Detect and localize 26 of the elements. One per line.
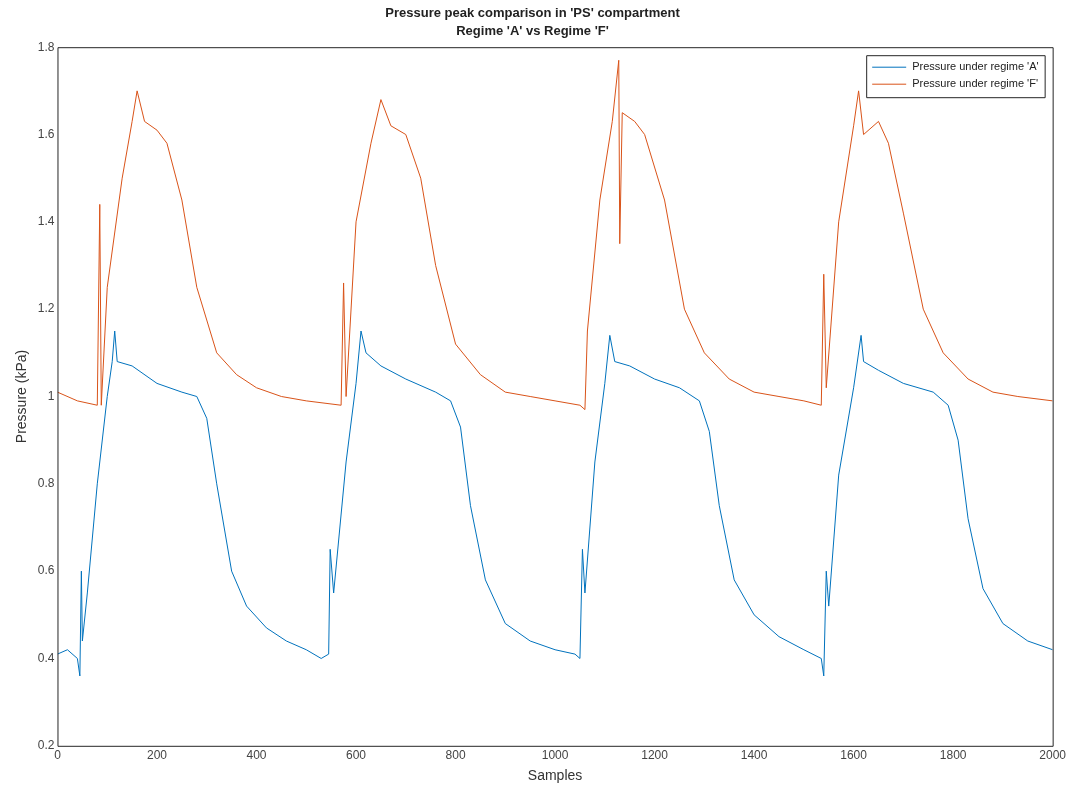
y-tick-label: 1	[47, 388, 55, 403]
legend-label: Pressure under regime 'F'	[912, 77, 1039, 90]
chart-title: Pressure peak comparison in 'PS' compartment	[385, 5, 681, 21]
chart-subtitle: Regime 'A' vs Regime 'F'	[456, 22, 609, 38]
x-tick-label: 1600	[840, 748, 868, 763]
x-tick-label: 400	[246, 748, 267, 763]
y-tick-label: 1.6	[37, 126, 55, 141]
y-tick-label: 1.2	[37, 301, 55, 316]
x-tick-label: 800	[445, 748, 466, 763]
x-axis-title: Samples	[527, 767, 583, 784]
x-tick-label: 2000	[1039, 748, 1067, 763]
x-tick-label: 1800	[939, 748, 967, 763]
y-axis-title: Pressure (kPa)	[13, 349, 30, 444]
x-tick-label: 1000	[541, 748, 569, 763]
legend-label: Pressure under regime 'A'	[912, 60, 1039, 73]
x-tick-label: 1200	[641, 748, 669, 763]
y-tick-label: 0.6	[37, 563, 55, 578]
y-tick-label: 1.4	[37, 214, 55, 229]
x-tick-label: 1400	[740, 748, 768, 763]
y-tick-label: 0.2	[37, 738, 55, 753]
x-tick-label: 0	[54, 748, 62, 763]
x-tick-label: 200	[146, 748, 168, 763]
y-tick-label: 0.8	[37, 476, 55, 491]
y-tick-label: 0.4	[37, 650, 55, 665]
x-tick-label: 600	[346, 748, 367, 763]
y-tick-label: 1.8	[37, 39, 55, 54]
